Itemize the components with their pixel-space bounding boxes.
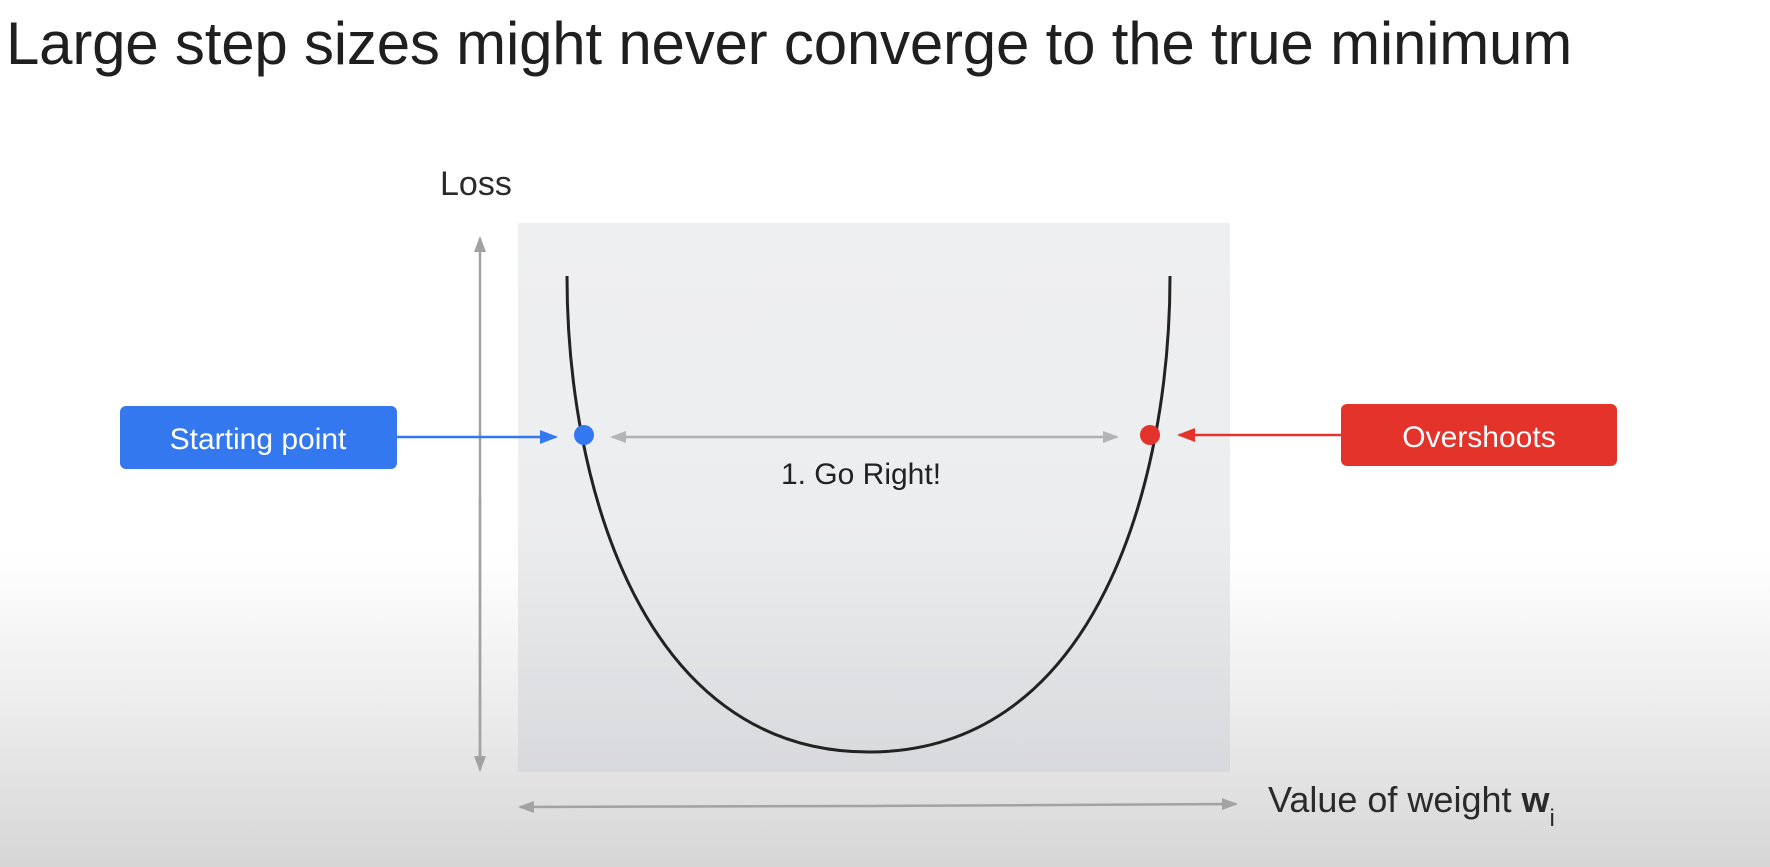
- starting-point-callout: [120, 406, 397, 469]
- x-axis-label-text: Value of weight: [1268, 779, 1512, 820]
- x-axis-label: Value of weight wi: [1268, 779, 1555, 832]
- starting-point-label: Starting point: [170, 423, 347, 456]
- starting-point-marker: [574, 425, 594, 445]
- y-axis-label: Loss: [440, 165, 512, 203]
- slide-title: Large step sizes might never converge to…: [6, 10, 1573, 77]
- x-axis-label-subscript: i: [1550, 805, 1555, 832]
- overshoot-point-marker: [1140, 425, 1160, 445]
- x-axis-label-symbol: w: [1521, 779, 1551, 820]
- overshoot-label: Overshoots: [1402, 421, 1555, 454]
- loss-curve: [565, 275, 1172, 754]
- plot-area: [518, 223, 1230, 772]
- x-axis-arrow-left: [518, 800, 871, 813]
- step-annotation: 1. Go Right!: [781, 458, 941, 491]
- overshoot-callout: [1341, 404, 1617, 466]
- x-axis-arrow: [869, 798, 1238, 811]
